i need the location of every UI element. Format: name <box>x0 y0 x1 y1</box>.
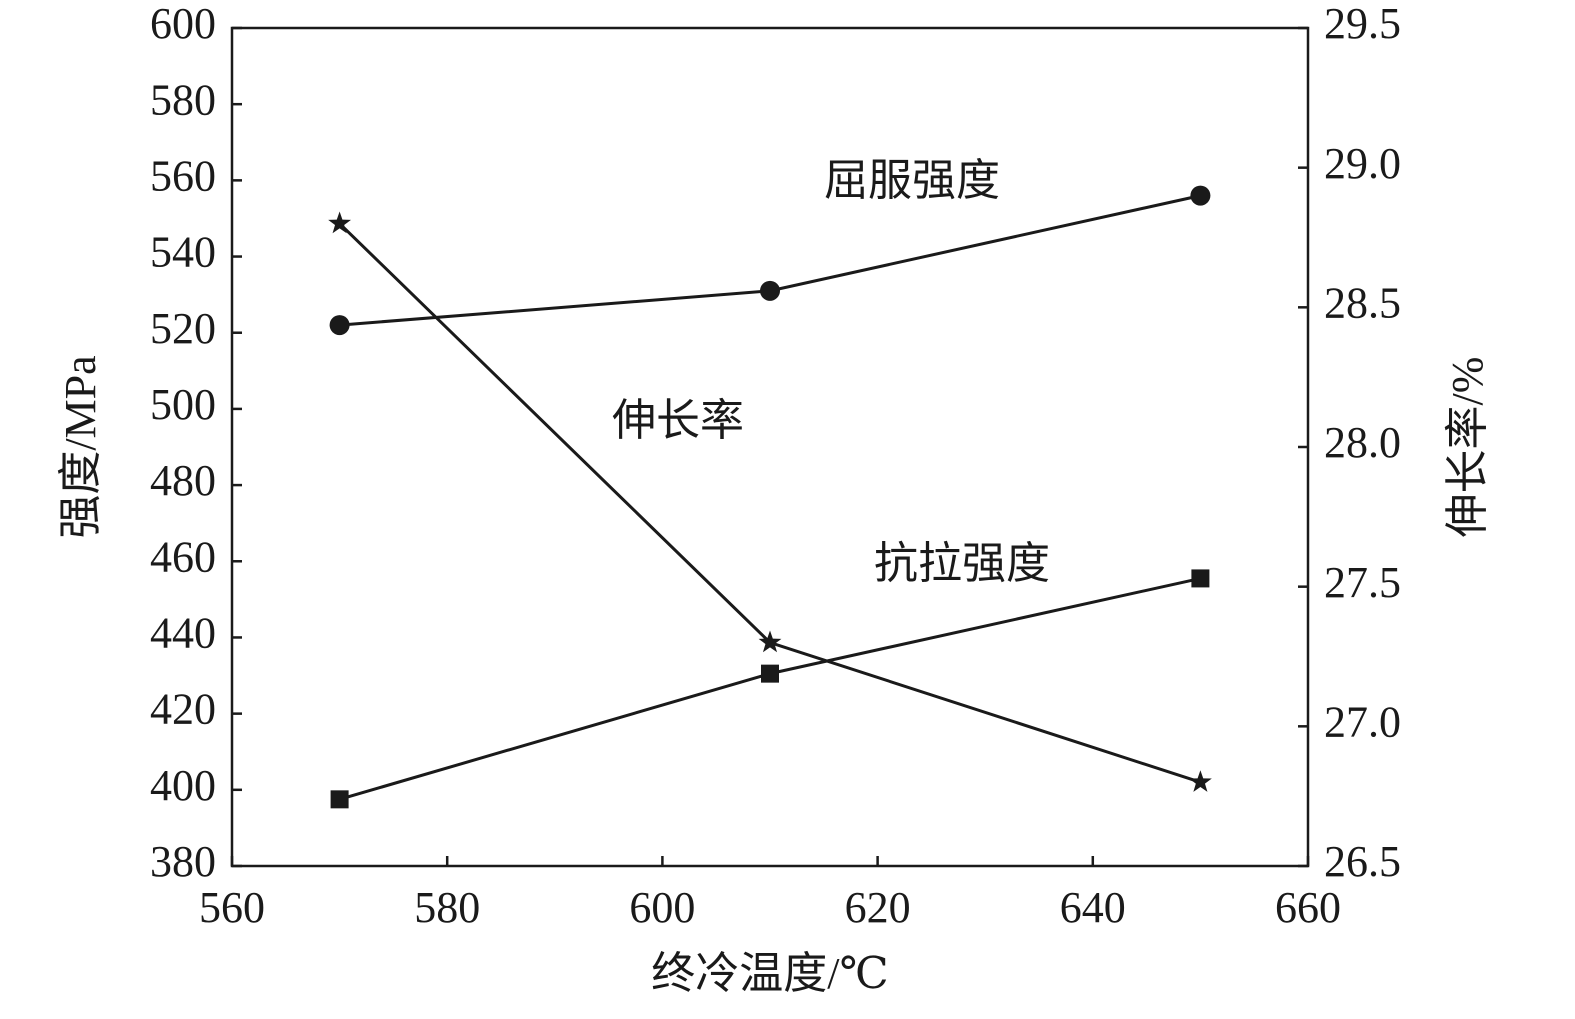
y-tick-label: 560 <box>150 151 216 200</box>
y2-tick-label: 28.5 <box>1324 278 1401 327</box>
y2-tick-label: 27.0 <box>1324 697 1401 746</box>
series-label: 伸长率 <box>612 396 744 445</box>
marker <box>1191 569 1210 588</box>
y2-tick-label: 29.5 <box>1324 0 1401 48</box>
y-tick-label: 580 <box>150 75 216 124</box>
y-tick-label: 460 <box>150 532 216 581</box>
series-label: 抗拉强度 <box>874 539 1050 588</box>
series-line <box>338 222 1201 784</box>
y-tick-label: 440 <box>150 609 216 658</box>
series-line <box>339 576 1201 801</box>
marker <box>761 664 779 683</box>
y2-tick-label: 27.5 <box>1324 558 1401 607</box>
marker <box>758 630 782 653</box>
y2-tick-label: 28.0 <box>1324 418 1401 467</box>
marker <box>328 211 352 234</box>
y-tick-label: 400 <box>150 761 216 810</box>
marker <box>329 315 350 336</box>
x-tick-label: 600 <box>629 883 695 932</box>
x-tick-label: 620 <box>845 883 911 932</box>
y-tick-label: 600 <box>150 0 216 48</box>
y-tick-label: 420 <box>150 685 216 734</box>
y-tick-label: 500 <box>150 380 216 429</box>
marker <box>1188 770 1212 792</box>
marker <box>760 280 780 301</box>
y-tick-label: 480 <box>150 456 216 505</box>
series-label: 屈服强度 <box>824 156 1000 205</box>
x-tick-label: 640 <box>1060 883 1126 932</box>
x-tick-label: 660 <box>1275 883 1341 932</box>
marker <box>1190 185 1211 206</box>
x-tick-label: 580 <box>414 883 480 932</box>
x-axis-label: 终冷温度/℃ <box>651 949 888 998</box>
y-tick-label: 540 <box>150 228 216 277</box>
plot-frame <box>230 26 1310 868</box>
y-axis-label: 强度/MPa <box>56 355 105 538</box>
y-tick-label: 520 <box>150 304 216 353</box>
marker <box>330 790 349 809</box>
y2-tick-label: 29.0 <box>1324 139 1401 188</box>
y2-axis-label: 伸长率/% <box>1443 357 1492 538</box>
x-tick-label: 560 <box>199 883 265 932</box>
y-tick-label: 380 <box>150 837 216 886</box>
y2-tick-label: 26.5 <box>1324 837 1401 886</box>
series-line <box>339 194 1201 327</box>
